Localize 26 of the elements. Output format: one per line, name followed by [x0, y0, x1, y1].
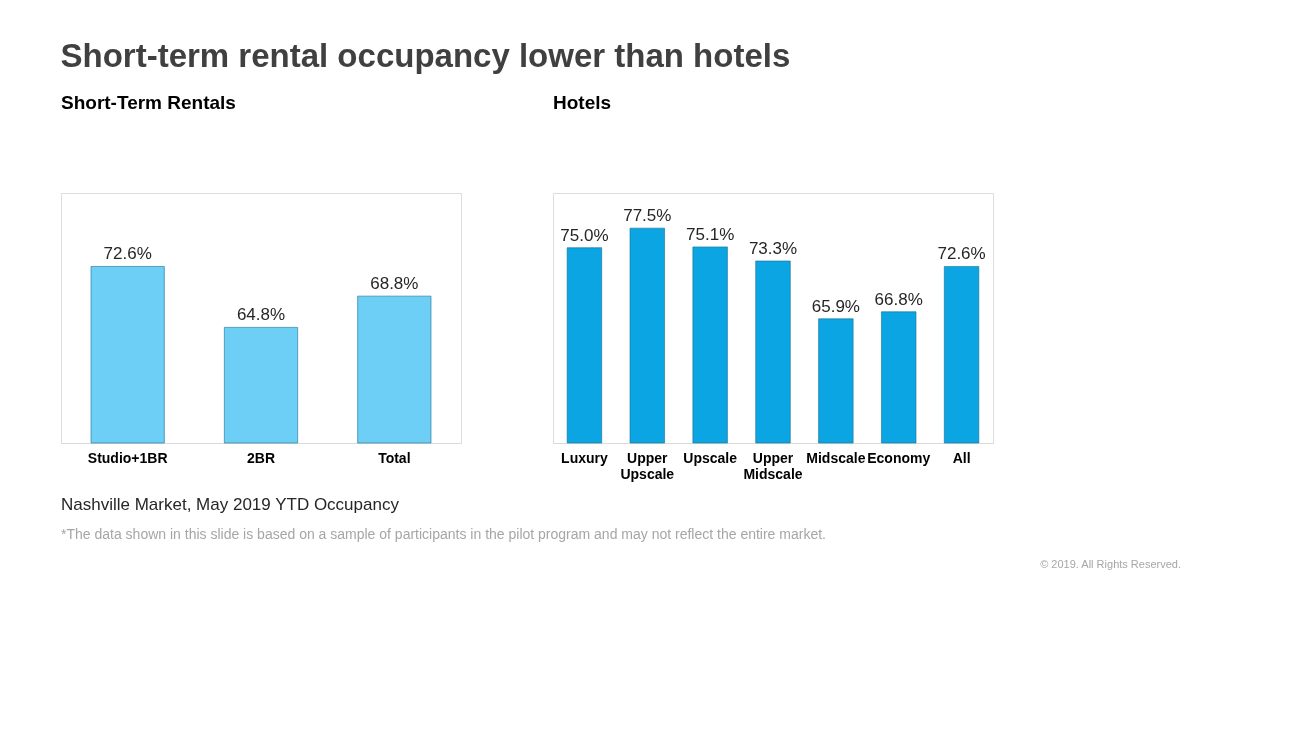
x-tick-label: Economy [867, 449, 931, 466]
x-tick-label: Upper Midscale [743, 449, 803, 482]
x-tick-label: Luxury [561, 449, 608, 466]
data-label: 75.1% [686, 224, 735, 244]
x-tick-label: Upper Upscale [620, 449, 675, 482]
x-tick-label: Upscale [683, 449, 738, 466]
data-label: 64.8% [236, 305, 286, 325]
x-tick-label: 2BR [246, 449, 276, 466]
text: Nashville Market, May 2019 YTD Occupancy [61, 495, 400, 514]
text: © 2019. All Rights Reserved. [1040, 558, 1181, 570]
data-label: 77.5% [623, 206, 672, 226]
data-label: 75.0% [560, 225, 609, 245]
x-tick-label: Midscale [806, 449, 866, 466]
data-label: 65.9% [811, 296, 860, 316]
data-label: 66.8% [874, 289, 923, 309]
data-label: 73.3% [748, 238, 798, 258]
x-tick-label: All [952, 449, 971, 466]
chart-subtitle: Short-Term Rentals [61, 92, 236, 113]
x-tick-label: Total [378, 449, 411, 466]
data-label: 72.6% [103, 244, 152, 264]
text: *The data shown in this slide is based on a sample of participants in the pilot program and may not reflect the entire market. [61, 526, 826, 542]
x-tick-label: Studio+1BR [87, 449, 168, 466]
data-label: 72.6% [937, 244, 986, 264]
chart-subtitle: Hotels [553, 92, 612, 113]
data-label: 68.8% [370, 274, 419, 294]
chart-title: Short-term rental occupancy lower than hotels [60, 36, 791, 74]
